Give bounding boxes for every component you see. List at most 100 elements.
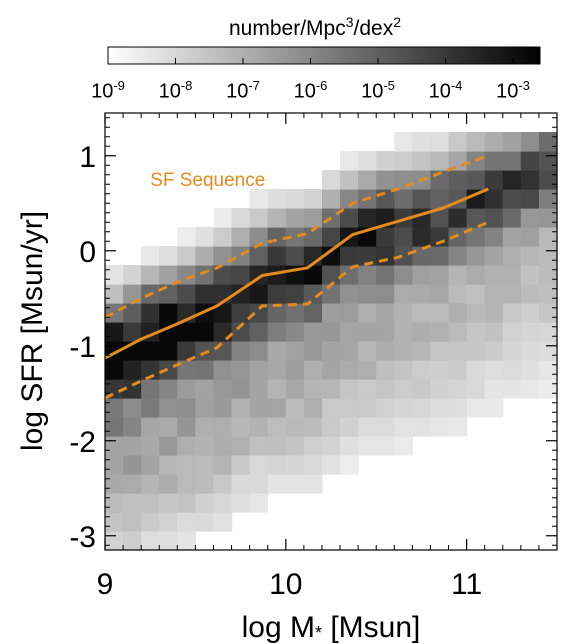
heatmap-cell [358,284,377,304]
heatmap-cell [394,379,413,399]
heatmap-cell [123,493,142,513]
heatmap-cell [177,531,196,551]
colorbar [107,46,541,65]
heatmap-cell [231,341,251,361]
heatmap-cell [321,360,341,380]
heatmap-cell [285,246,305,266]
heatmap-cell [394,398,413,418]
heatmap-cell [303,303,323,323]
heatmap-cell [141,398,160,418]
heatmap-cell [484,132,504,152]
heatmap-cell [105,455,124,475]
heatmap-cell [340,208,359,228]
heatmap-cell [448,417,468,437]
heatmap-cell [159,341,178,361]
heatmap-cell [195,455,215,475]
heatmap-cell [538,208,558,228]
heatmap-cell [502,379,522,399]
heatmap-cell [285,208,305,228]
heatmap-cell [177,398,196,418]
heatmap-cell [412,417,432,437]
heatmap-cell [321,189,341,209]
heatmap-cell [538,246,558,266]
heatmap-cell [195,474,215,494]
heatmap-cell [249,284,269,304]
plot-frame [104,112,558,551]
heatmap-cell [520,303,540,323]
sf-sequence-upper-bound [104,154,489,319]
heatmap-cell [321,379,341,399]
heatmap-cell [303,379,323,399]
heatmap-cell [285,303,305,323]
heatmap-cell [412,151,432,171]
heatmap-cell [448,379,468,399]
heatmap-cell [213,379,233,399]
heatmap-cell [412,322,432,342]
y-tick-label: 1 [79,141,96,174]
heatmap-cell [195,360,215,380]
heatmap-cell [430,322,450,342]
heatmap-cell [484,360,504,380]
y-tick-label: -3 [69,521,96,554]
heatmap-cell [123,322,142,342]
heatmap-cell [123,398,142,418]
heatmap-cell [141,246,160,266]
heatmap-cell [267,398,287,418]
heatmap-cell [105,360,124,380]
heatmap-cell [448,360,468,380]
heatmap-cell [520,360,540,380]
heatmap-cell [340,151,359,171]
heatmap-cell [321,265,341,285]
heatmap-cell [538,170,558,190]
heatmap-cell [105,417,124,437]
heatmap-cell [340,246,359,266]
heatmap-cell [394,227,413,247]
heatmap-cell [249,341,269,361]
heatmap-cell [159,417,178,437]
heatmap-cell [466,132,486,152]
heatmap-cell [249,379,269,399]
heatmap-cell [430,379,450,399]
heatmap-cell [267,341,287,361]
heatmap-cell [466,303,486,323]
heatmap-cell [231,208,251,228]
heatmap-cell [412,341,432,361]
heatmap-cell [105,284,124,304]
y-tick-label: 0 [79,236,96,269]
heatmap-cell [376,227,395,247]
heatmap-cell [303,265,323,285]
heatmap-cell [285,189,305,209]
heatmap-cell [394,170,413,190]
heatmap-cell [303,474,323,494]
heatmap-cell [358,417,377,437]
heatmap-cell [177,360,196,380]
heatmap-cell [321,246,341,266]
heatmap-cell [105,265,124,285]
heatmap-cell [484,227,504,247]
heatmap-cell [412,398,432,418]
heatmap-cell [249,246,269,266]
heatmap-cell [484,151,504,171]
heatmap-cell [376,151,395,171]
heatmap-cell [520,379,540,399]
heatmap-cell [394,189,413,209]
heatmap-cell [321,227,341,247]
y-tick-label: -1 [69,331,96,364]
heatmap-cell [466,265,486,285]
heatmap-cell [267,474,287,494]
heatmap-cell [484,265,504,285]
heatmap-cell [466,398,486,418]
heatmap-cell [376,246,395,266]
colorbar-title: number/Mpc3/dex2 [228,14,401,40]
heatmap-cell [105,531,124,551]
heatmap-cell [321,417,341,437]
heatmap-cell [412,189,432,209]
heatmap-cell [231,493,251,513]
heatmap-cell [520,208,540,228]
heatmap-cell [123,474,142,494]
heatmap-cell [376,379,395,399]
heatmap-cell [195,227,215,247]
heatmap-cell [285,227,305,247]
heatmap-cell [231,474,251,494]
